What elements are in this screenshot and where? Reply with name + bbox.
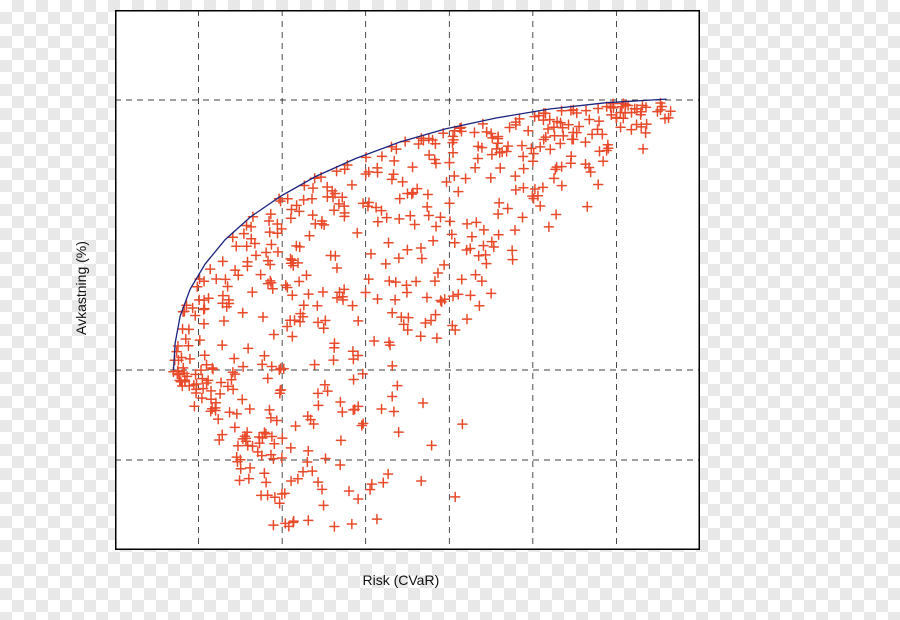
x-axis-label: Risk (CVaR) <box>363 572 440 588</box>
chart-stage: Risk (CVaR) Avkastning (%) <box>0 0 900 620</box>
scatter-chart <box>115 10 700 550</box>
plot-area <box>115 10 700 550</box>
y-axis-label: Avkastning (%) <box>73 241 89 335</box>
